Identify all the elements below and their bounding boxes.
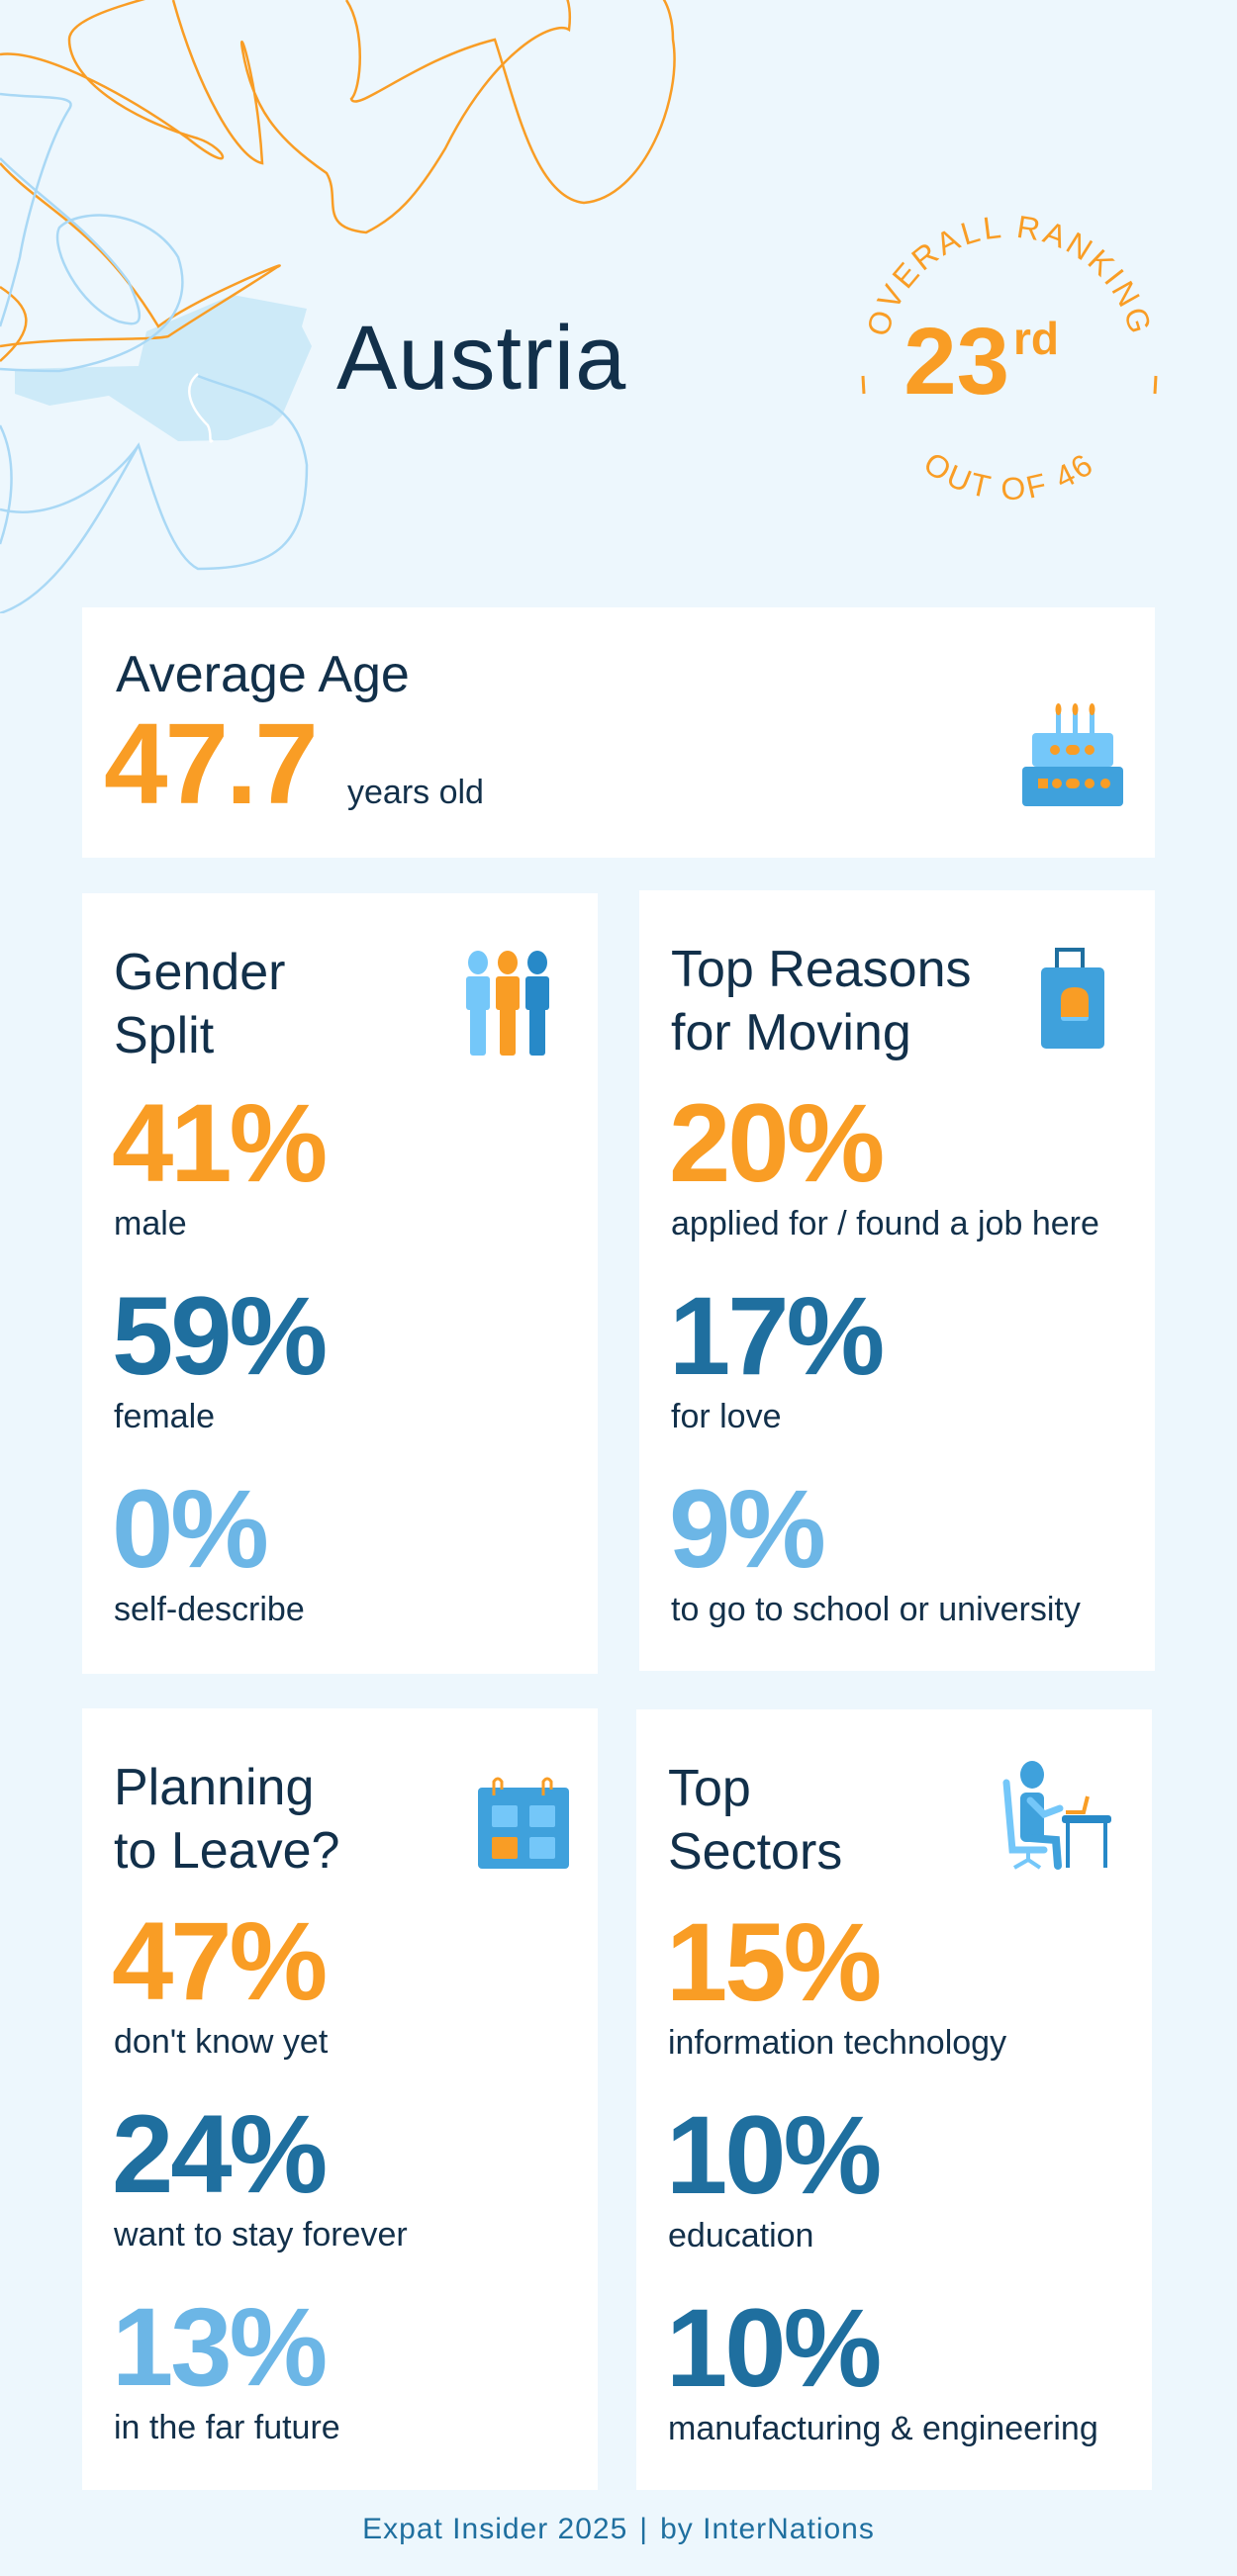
country-title: Austria <box>336 308 627 409</box>
stat-value: 13% <box>112 2285 328 2409</box>
planning-title: Planning to Leave? <box>114 1756 339 1883</box>
gender-split-title: Gender Split <box>114 941 285 1067</box>
stat-label: information technology <box>668 2024 1007 2062</box>
title-line: Sectors <box>668 1823 843 1881</box>
top-sectors-title: Top Sectors <box>668 1757 842 1884</box>
footer-publication: Expat Insider 2025 <box>362 2513 628 2545</box>
stat-value: 47% <box>112 1899 328 2023</box>
stat-value: 17% <box>669 1274 885 1398</box>
footer-separator: | <box>639 2513 649 2545</box>
stat-value: 9% <box>669 1467 826 1591</box>
footer-credit: Expat Insider 2025 | by InterNations <box>0 2513 1237 2546</box>
gender-split-card: Gender Split 41% male 59% female 0% self-… <box>82 893 598 1674</box>
average-age-value: 47.7 <box>104 699 319 828</box>
decorative-scribbles <box>0 0 676 613</box>
stat-value: 15% <box>666 1900 882 2024</box>
stat-value: 41% <box>112 1081 328 1205</box>
cake-icon <box>1022 703 1123 806</box>
top-reasons-card: Top Reasons for Moving 20% applied for / … <box>639 890 1155 1671</box>
stat-label: for love <box>671 1398 782 1435</box>
stat-label: applied for / found a job here <box>671 1205 1099 1242</box>
top-sectors-card: Top Sectors 15% information technology 10… <box>636 1709 1152 2490</box>
calendar-icon <box>478 1777 569 1869</box>
stat-label: self-describe <box>114 1591 305 1628</box>
average-age-unit: years old <box>347 774 484 811</box>
planning-to-leave-card: Planning to Leave? 47% don't know yet 24%… <box>82 1708 598 2490</box>
stat-value: 59% <box>112 1274 328 1398</box>
people-icon <box>466 951 549 1056</box>
stat-value: 10% <box>666 2093 882 2217</box>
title-line: Gender <box>114 944 286 1001</box>
overall-ranking-badge: OVERALL RANKING OUT OF 46 23 rd <box>860 209 1158 507</box>
top-reasons-title: Top Reasons for Moving <box>671 938 972 1064</box>
ranking-number: 23 <box>904 309 1009 414</box>
stat-label: education <box>668 2217 814 2254</box>
stat-label: want to stay forever <box>114 2216 408 2254</box>
stat-value: 20% <box>669 1081 885 1205</box>
stat-label: in the far future <box>114 2409 340 2446</box>
stat-value: 10% <box>666 2286 882 2410</box>
average-age-title: Average Age <box>116 646 410 703</box>
stat-label: manufacturing & engineering <box>668 2410 1098 2447</box>
title-line: Split <box>114 1007 215 1064</box>
footer-publisher: by InterNations <box>660 2513 875 2545</box>
austria-map-shape <box>15 295 312 441</box>
stat-label: to go to school or university <box>671 1591 1081 1628</box>
stat-label: female <box>114 1398 216 1435</box>
ranking-bottom-arc: OUT OF 46 <box>917 445 1101 507</box>
title-line: Top <box>668 1760 751 1817</box>
person-at-desk-icon <box>1002 1761 1111 1870</box>
stat-label: male <box>114 1205 187 1242</box>
badge-dash-right <box>1153 375 1158 395</box>
stat-label: don't know yet <box>114 2023 329 2061</box>
stat-value: 24% <box>112 2092 328 2216</box>
title-line: for Moving <box>671 1004 911 1061</box>
badge-dash-left <box>861 375 866 395</box>
suitcase-icon <box>1041 948 1104 1049</box>
title-line: to Leave? <box>114 1822 340 1880</box>
title-line: Top Reasons <box>671 941 972 998</box>
average-age-card: Average Age 47.7 years old <box>82 607 1155 858</box>
stat-value: 0% <box>112 1467 269 1591</box>
ranking-suffix: rd <box>1013 313 1059 364</box>
title-line: Planning <box>114 1759 315 1816</box>
